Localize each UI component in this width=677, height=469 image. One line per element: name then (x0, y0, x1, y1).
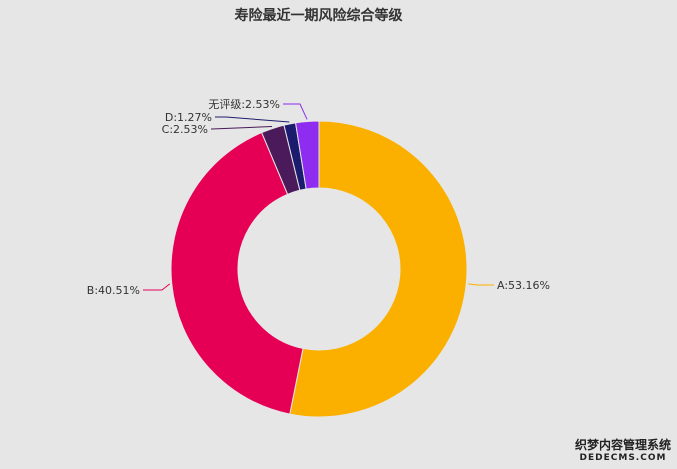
leader-line-4 (215, 116, 290, 123)
slice-label-2: B:40.51% (87, 284, 140, 297)
leader-line-5 (283, 103, 308, 120)
slice-label-1: A:53.16% (497, 279, 550, 292)
leader-line-group (143, 103, 494, 291)
leader-line-3 (211, 126, 273, 130)
slice-group (170, 120, 468, 418)
leader-line-1 (468, 283, 494, 286)
leader-line-2 (143, 283, 171, 291)
slice-2[interactable] (170, 131, 304, 415)
watermark-text: 织梦内容管理系统 (574, 438, 671, 452)
slice-5[interactable] (294, 120, 320, 190)
watermark: 织梦内容管理系统 DEDECMS.COM (575, 436, 671, 463)
chart-title: 寿险最近一期风险综合等级 (234, 8, 403, 24)
slice-1[interactable] (289, 120, 468, 418)
watermark-domain: DEDECMS.COM (579, 453, 667, 463)
slice-label-5: 无评级:2.53% (208, 98, 280, 111)
slice-label-4: D:1.27% (165, 111, 212, 124)
slice-label-3: C:2.53% (162, 123, 208, 136)
label-group: A:53.16% B:40.51% C:2.53%D:1.27%无评级:2.53% (87, 98, 550, 297)
